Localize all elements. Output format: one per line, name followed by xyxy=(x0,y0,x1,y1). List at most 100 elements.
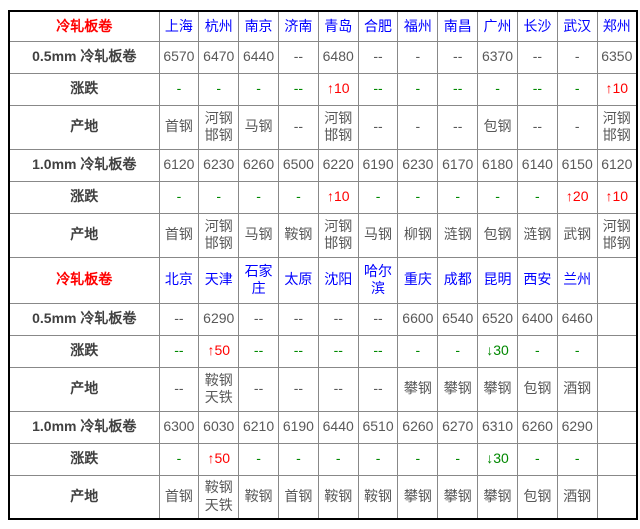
origin-cell: 攀钢 xyxy=(437,366,479,412)
origin-cell: -- xyxy=(317,366,359,412)
city-header-5[interactable]: 哈尔滨 xyxy=(357,256,399,304)
price-cell: 6190 xyxy=(357,148,399,182)
section-header-row: 冷轧板卷 上海 杭州 南京 济南 青岛 合肥 福州 南昌 广州 长沙 武汉 郑州 xyxy=(8,10,638,42)
origin-cell: 武钢 xyxy=(556,212,598,258)
price-cell: -- xyxy=(357,40,399,74)
city-header-2[interactable]: 石家庄 xyxy=(238,256,279,304)
price-cell: 6400 xyxy=(516,302,558,336)
change-cell: - xyxy=(238,180,279,214)
change-cell: - xyxy=(437,442,479,476)
origin-cell: - xyxy=(397,104,439,150)
change-cell: - xyxy=(277,442,319,476)
city-header-8[interactable]: 广州 xyxy=(477,10,518,42)
origin-cell: 包钢 xyxy=(477,212,518,258)
change-cell: -- xyxy=(516,72,558,106)
origin-cell: 河钢邯钢 xyxy=(198,104,240,150)
origin-cell: 涟钢 xyxy=(437,212,479,258)
change-cell: - xyxy=(357,442,399,476)
origin-cell: 包钢 xyxy=(477,104,518,150)
city-header-1[interactable]: 天津 xyxy=(198,256,240,304)
city-header-0[interactable]: 北京 xyxy=(158,256,200,304)
origin-cell: 攀钢 xyxy=(397,366,439,412)
city-header-1[interactable]: 杭州 xyxy=(198,10,240,42)
price-cell: -- xyxy=(158,302,200,336)
change-cell: - xyxy=(198,180,240,214)
change-cell: -- xyxy=(238,334,279,368)
change-cell: - xyxy=(198,72,240,106)
origin-cell: 攀钢 xyxy=(397,474,439,520)
change-cell: - xyxy=(397,442,439,476)
change-cell: ↑10 xyxy=(317,72,359,106)
city-header-7[interactable]: 南昌 xyxy=(437,10,479,42)
city-header-4[interactable]: 沈阳 xyxy=(317,256,359,304)
origin-row: 产地 首钢 河钢邯钢 马钢 -- 河钢邯钢 -- - -- 包钢 -- - 河钢邯钢 xyxy=(8,104,638,150)
origin-cell: 攀钢 xyxy=(437,474,479,520)
price-cell: 6540 xyxy=(437,302,479,336)
price-cell: 6500 xyxy=(277,148,319,182)
origin-cell: 鞍钢 xyxy=(317,474,359,520)
change-cell: ↓30 xyxy=(477,334,518,368)
change-cell: - xyxy=(158,72,200,106)
change-cell: ↑10 xyxy=(596,72,638,106)
price-cell: 6290 xyxy=(198,302,240,336)
city-header-2[interactable]: 南京 xyxy=(238,10,279,42)
price-cell: -- xyxy=(516,40,558,74)
row-label: 产地 xyxy=(8,212,160,258)
origin-cell: 河钢邯钢 xyxy=(596,212,638,258)
change-cell: - xyxy=(556,334,598,368)
price-cell: 6260 xyxy=(516,410,558,444)
price-cell: 6120 xyxy=(596,148,638,182)
price-cell: 6440 xyxy=(317,410,359,444)
city-header-5[interactable]: 合肥 xyxy=(357,10,399,42)
price-cell: 6290 xyxy=(556,410,598,444)
city-header-6[interactable]: 福州 xyxy=(397,10,439,42)
city-header-0[interactable]: 上海 xyxy=(158,10,200,42)
origin-cell: -- xyxy=(357,366,399,412)
change-cell: - xyxy=(357,180,399,214)
city-header-4[interactable]: 青岛 xyxy=(317,10,359,42)
change-cell: -- xyxy=(357,334,399,368)
price-cell: 6260 xyxy=(397,410,439,444)
change-cell: - xyxy=(556,72,598,106)
origin-cell: 马钢 xyxy=(357,212,399,258)
city-header-11[interactable]: 郑州 xyxy=(596,10,638,42)
price-cell: 6120 xyxy=(158,148,200,182)
price-cell: 6440 xyxy=(238,40,279,74)
price-cell: 6510 xyxy=(357,410,399,444)
origin-cell: 包钢 xyxy=(516,474,558,520)
change-cell: -- xyxy=(437,72,479,106)
origin-cell: 首钢 xyxy=(277,474,319,520)
origin-cell: 首钢 xyxy=(158,474,200,520)
price-cell: 6460 xyxy=(556,302,598,336)
origin-cell: -- xyxy=(516,104,558,150)
price-cell: -- xyxy=(437,40,479,74)
city-header-10[interactable]: 武汉 xyxy=(556,10,598,42)
change-cell: - xyxy=(556,442,598,476)
city-header-6[interactable]: 重庆 xyxy=(397,256,439,304)
city-header-10[interactable]: 兰州 xyxy=(556,256,598,304)
city-header-8[interactable]: 昆明 xyxy=(477,256,518,304)
change-cell: -- xyxy=(158,334,200,368)
city-header-9[interactable]: 西安 xyxy=(516,256,558,304)
city-header-3[interactable]: 太原 xyxy=(277,256,319,304)
city-header-7[interactable]: 成都 xyxy=(437,256,479,304)
change-cell: ↑20 xyxy=(556,180,598,214)
price-cell: 6370 xyxy=(477,40,518,74)
origin-row: 产地 -- 鞍钢天铁 -- -- -- -- 攀钢 攀钢 攀钢 包钢 酒钢 xyxy=(8,366,638,412)
origin-cell: 河钢邯钢 xyxy=(198,212,240,258)
origin-cell: 鞍钢天铁 xyxy=(198,474,240,520)
row-label: 产地 xyxy=(8,104,160,150)
price-cell: -- xyxy=(317,302,359,336)
origin-cell: 河钢邯钢 xyxy=(317,212,359,258)
change-cell: -- xyxy=(277,72,319,106)
change-cell: - xyxy=(397,334,439,368)
price-cell: 6230 xyxy=(198,148,240,182)
city-header-3[interactable]: 济南 xyxy=(277,10,319,42)
change-cell: - xyxy=(158,442,200,476)
row-label: 1.0mm 冷轧板卷 xyxy=(8,410,160,444)
price-row: 1.0mm 冷轧板卷 6300 6030 6210 6190 6440 6510 6260 62… xyxy=(8,410,638,444)
price-cell: 6270 xyxy=(437,410,479,444)
change-cell: - xyxy=(516,334,558,368)
change-cell: - xyxy=(397,180,439,214)
city-header-9[interactable]: 长沙 xyxy=(516,10,558,42)
